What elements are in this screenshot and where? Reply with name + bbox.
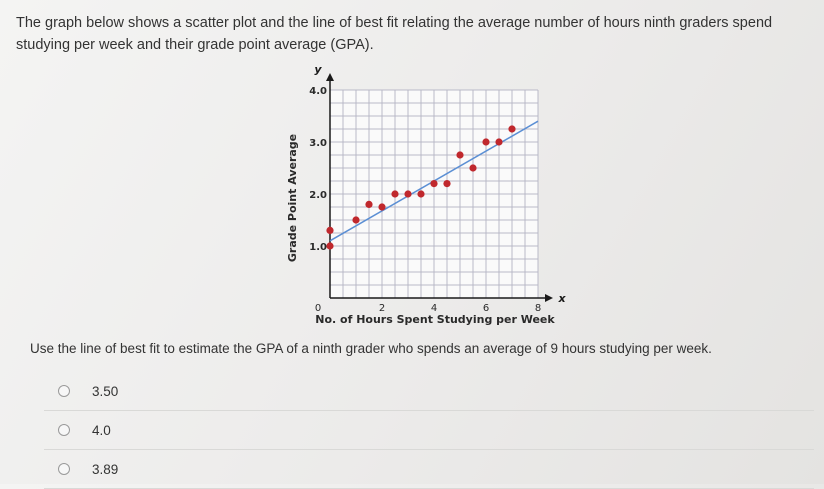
data-point [391, 190, 399, 198]
chart-ticks: 2 4 6 8 1.0 2.0 3.0 4.0 0 [309, 86, 541, 314]
data-point [404, 190, 412, 198]
y-tick-label: 2.0 [309, 190, 327, 201]
data-point [443, 180, 451, 188]
x-tick-label: 8 [535, 303, 541, 314]
question-text: The graph below shows a scatter plot and… [16, 15, 773, 53]
answer-choices: 3.50 4.0 3.89 [44, 372, 814, 489]
data-point [469, 164, 477, 172]
scatter-plot: xy 2 4 6 81.02.03.04.00 Grade Point Average… [286, 63, 566, 326]
radio-button-icon[interactable] [58, 424, 70, 436]
y-axis-label: Grade Point Average [286, 134, 299, 262]
chart-grid [329, 89, 539, 299]
radio-button-icon[interactable] [58, 385, 70, 397]
answer-label: 3.50 [92, 383, 119, 399]
answer-option-2[interactable]: 4.0 [44, 411, 814, 450]
data-point [326, 242, 334, 250]
radio-button-icon[interactable] [58, 463, 70, 475]
answer-label: 4.0 [92, 422, 111, 438]
y-tick-label: 4.0 [309, 86, 327, 97]
data-point [417, 190, 425, 198]
data-point [482, 138, 490, 146]
x-axis-label: No. of Hours Spent Studying per Week [315, 313, 555, 326]
y-axis-arrow-icon [326, 73, 334, 81]
data-point [378, 203, 386, 211]
x-tick-label: 2 [379, 303, 385, 314]
origin-label: 0 [315, 303, 321, 314]
data-point [456, 151, 464, 159]
data-point [365, 200, 373, 208]
data-point [508, 125, 516, 133]
prompt-text: Use the line of best fit to estimate the… [30, 341, 712, 356]
y-axis-letter: y [314, 63, 322, 76]
answer-label: 3.89 [92, 461, 119, 477]
data-point [352, 216, 360, 224]
y-tick-label: 3.0 [309, 138, 327, 149]
answer-option-1[interactable]: 3.50 [44, 372, 814, 411]
answer-option-3[interactable]: 3.89 [44, 450, 814, 489]
data-point [326, 226, 334, 234]
x-tick-label: 4 [431, 303, 437, 314]
chart-axes: xy [314, 63, 566, 305]
data-point [495, 138, 503, 146]
x-tick-label: 6 [483, 303, 489, 314]
x-axis-letter: x [557, 292, 566, 305]
x-axis-arrow-icon [545, 294, 553, 302]
y-tick-label: 1.0 [309, 242, 327, 253]
data-points [326, 125, 516, 250]
data-point [430, 180, 438, 188]
